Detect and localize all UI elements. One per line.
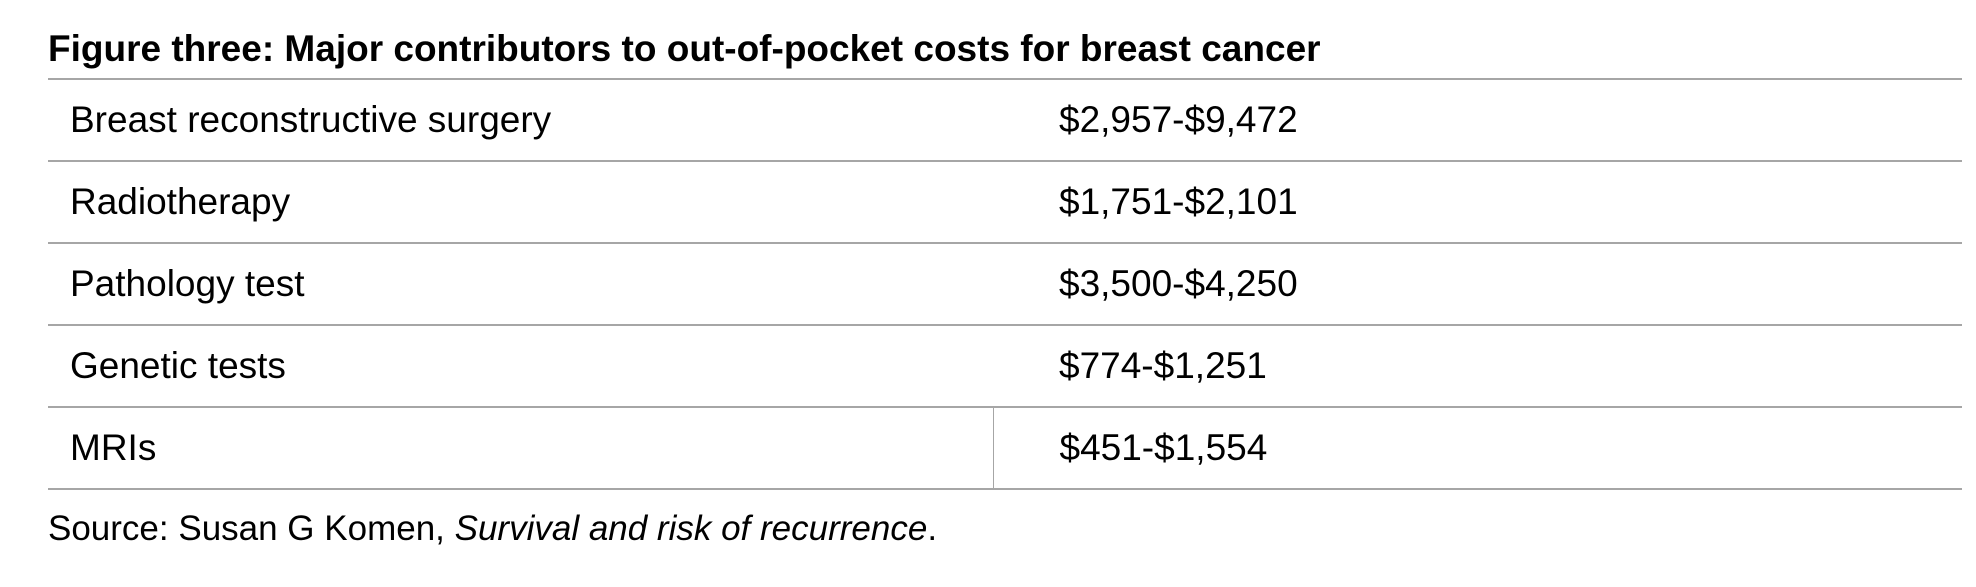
table-row: Pathology test $3,500-$4,250 [48,243,1962,326]
source-note: Source: Susan G Komen, Survival and risk… [48,504,1962,554]
item-cell: MRIs [48,407,993,490]
cost-table: Breast reconstructive surgery $2,957-$9,… [48,78,1962,490]
cost-cell: $774-$1,251 [993,325,1962,408]
figure-title: Figure three: Major contributors to out-… [48,28,1321,69]
source-suffix: . [927,509,938,548]
table-row: Genetic tests $774-$1,251 [48,325,1962,408]
cost-cell: $2,957-$9,472 [993,79,1962,162]
cost-cell: $1,751-$2,101 [993,161,1962,244]
cost-cell: $3,500-$4,250 [993,243,1962,326]
cost-cell: $451-$1,554 [992,407,1962,490]
item-cell: Radiotherapy [48,161,993,244]
table-row: Radiotherapy $1,751-$2,101 [48,161,1962,244]
item-cell: Breast reconstructive surgery [48,79,993,162]
item-cell: Pathology test [48,243,993,326]
item-cell: Genetic tests [48,325,993,408]
table-row: MRIs $451-$1,554 [48,407,1962,490]
figure: Figure three: Major contributors to out-… [48,24,1962,554]
table-row: Breast reconstructive surgery $2,957-$9,… [48,79,1962,162]
source-title: Survival and risk of recurrence [454,509,928,548]
source-prefix: Source: Susan G Komen, [48,509,455,548]
